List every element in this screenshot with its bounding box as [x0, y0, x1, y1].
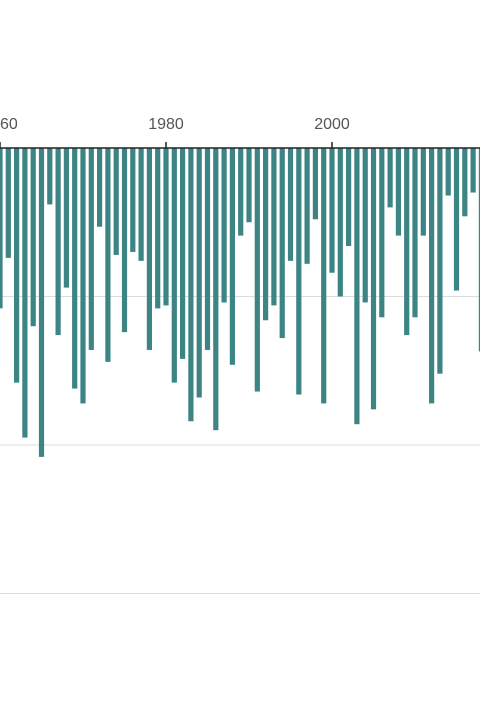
bar [379, 148, 385, 318]
x-tick-label: 1960 [0, 116, 18, 133]
bar [38, 148, 45, 457]
bar [263, 148, 269, 321]
bar [88, 148, 94, 350]
bar [63, 148, 70, 288]
bar [196, 148, 202, 398]
bar [437, 148, 443, 374]
bar [146, 148, 153, 350]
bar [213, 148, 219, 431]
bar [80, 148, 86, 404]
bar [271, 148, 277, 306]
bar [204, 148, 211, 350]
bar [14, 148, 20, 383]
bar [287, 148, 294, 261]
bar [346, 148, 352, 247]
bar [429, 148, 435, 404]
bar [462, 148, 468, 217]
bar [279, 148, 285, 339]
bar [121, 148, 128, 333]
bar [72, 148, 78, 389]
bar [130, 148, 136, 252]
bar [97, 148, 103, 227]
bar [55, 148, 61, 336]
bar [30, 148, 36, 327]
bar [155, 148, 161, 309]
bar [478, 148, 480, 352]
bar [354, 148, 360, 425]
bar [420, 148, 426, 236]
bar [296, 148, 302, 395]
bar [113, 148, 119, 255]
bar [370, 148, 377, 410]
bar [0, 148, 3, 309]
bar [47, 148, 53, 205]
bar [163, 148, 169, 306]
bar [412, 148, 418, 318]
bar [188, 148, 194, 422]
bar [387, 148, 393, 208]
bar [362, 148, 368, 303]
bar [337, 148, 343, 297]
bar [254, 148, 260, 392]
bar [304, 148, 310, 264]
x-tick-label: 2000 [314, 116, 350, 133]
bar [321, 148, 327, 404]
bar [221, 148, 227, 303]
bar [329, 148, 335, 273]
bar [180, 148, 186, 359]
bar [105, 148, 111, 362]
bar [171, 148, 177, 383]
bar [138, 148, 144, 261]
bar [246, 148, 252, 223]
bar [404, 148, 410, 336]
bar [22, 148, 28, 438]
bar [312, 148, 319, 220]
bar [238, 148, 244, 236]
bar [453, 148, 460, 291]
bar [395, 148, 402, 236]
bar [229, 148, 236, 365]
x-tick-label: 1980 [148, 116, 184, 133]
bar [445, 148, 451, 196]
bar [470, 148, 476, 193]
bar [5, 148, 11, 258]
